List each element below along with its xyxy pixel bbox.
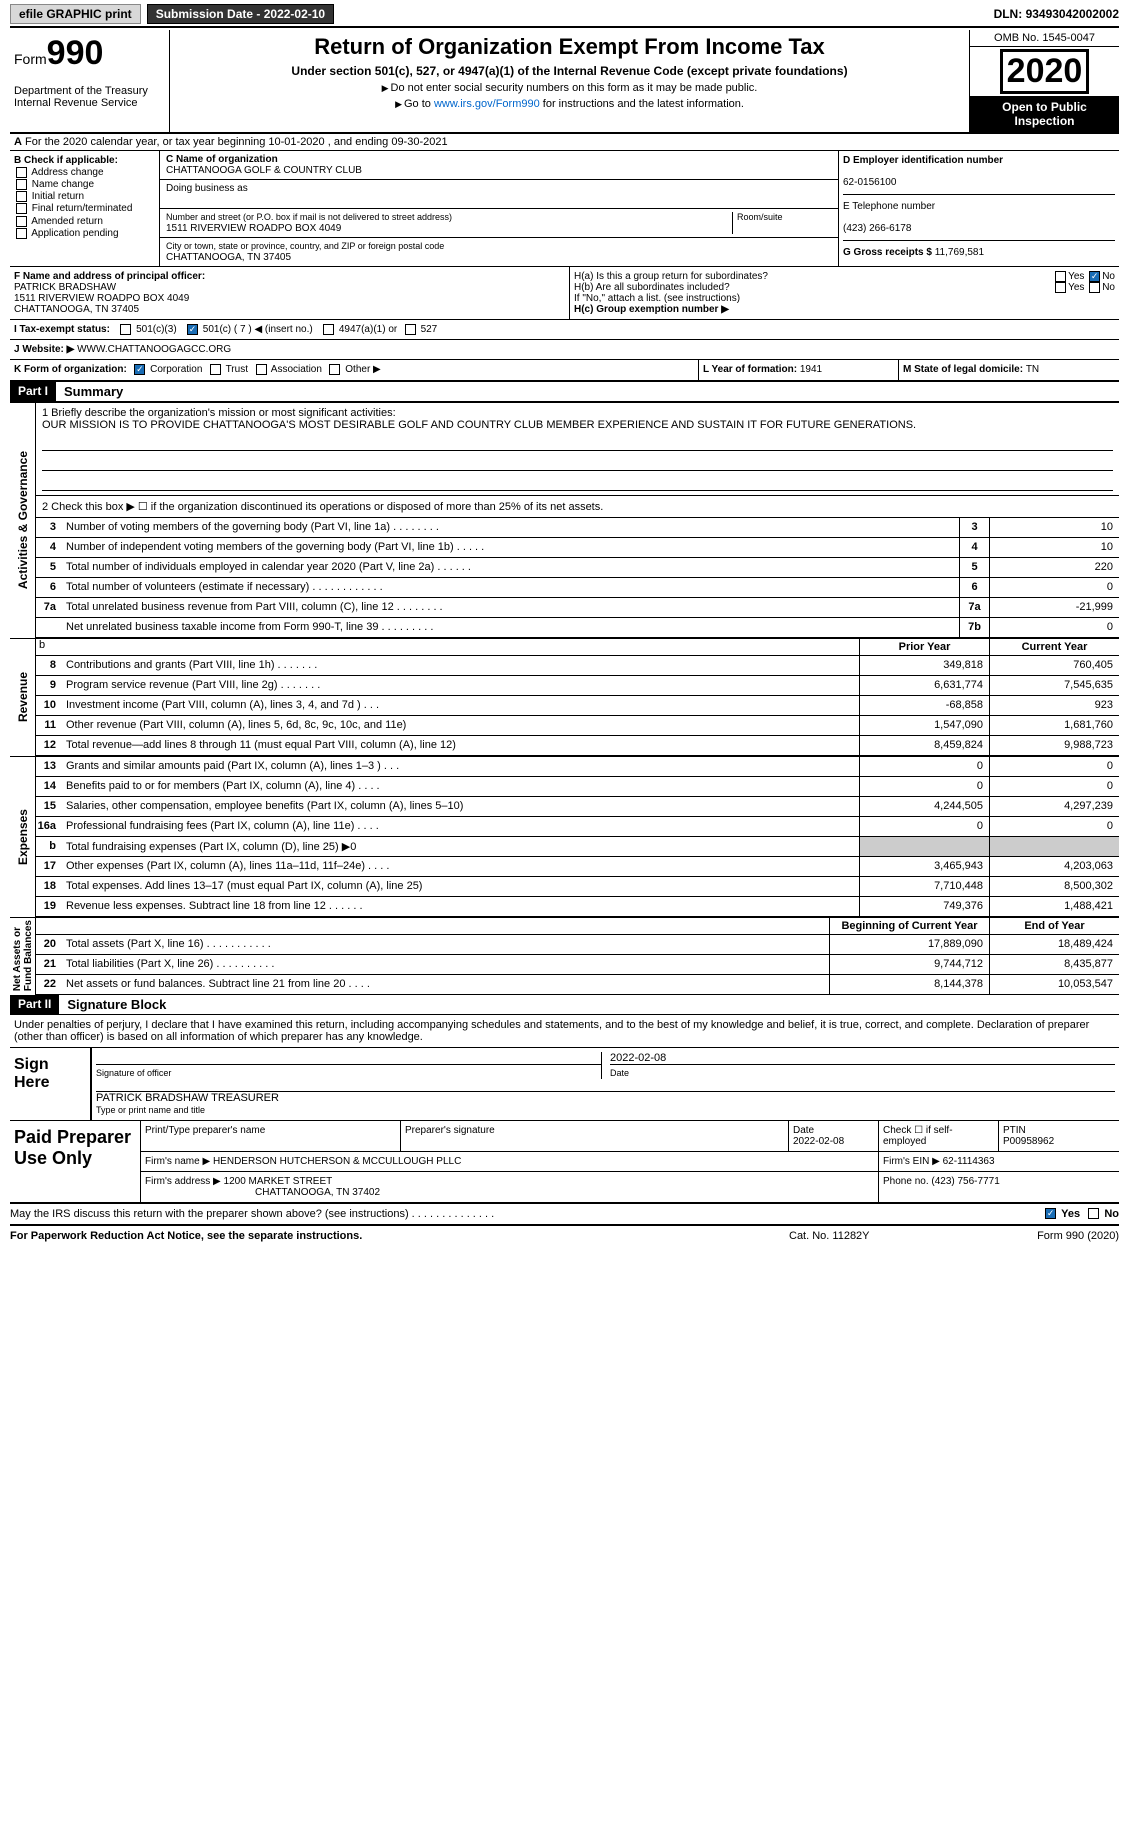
revenue-col-headers: bPrior YearCurrent Year bbox=[36, 639, 1119, 656]
line-b: bTotal fundraising expenses (Part IX, co… bbox=[36, 837, 1119, 857]
cb-address[interactable]: Address change bbox=[14, 167, 155, 178]
side-governance: Activities & Governance bbox=[10, 403, 36, 638]
state-domicile: M State of legal domicile: TN bbox=[899, 360, 1119, 379]
form-number: Form990 bbox=[14, 34, 165, 73]
line-17: 17Other expenses (Part IX, column (A), l… bbox=[36, 857, 1119, 877]
line-6: 6Total number of volunteers (estimate if… bbox=[36, 578, 1119, 598]
efile-button[interactable]: efile GRAPHIC print bbox=[10, 4, 141, 24]
group-return-block: H(a) Is this a group return for subordin… bbox=[570, 267, 1119, 319]
firm-name-row: Firm's name ▶ HENDERSON HUTCHERSON & MCC… bbox=[141, 1152, 1119, 1172]
row-a-period: A For the 2020 calendar year, or tax yea… bbox=[10, 134, 1119, 151]
part1-header: Part I Summary bbox=[10, 382, 1119, 402]
officer-signature[interactable]: Signature of officer bbox=[96, 1052, 601, 1079]
cb-initial[interactable]: Initial return bbox=[14, 191, 155, 202]
col-b-checkboxes: B Check if applicable: Address change Na… bbox=[10, 151, 160, 266]
line-8: 8Contributions and grants (Part VIII, li… bbox=[36, 656, 1119, 676]
public-inspection: Open to Public Inspection bbox=[970, 96, 1119, 132]
cb-pending[interactable]: Application pending bbox=[14, 228, 155, 239]
phone-block: E Telephone number(423) 266-6178 bbox=[843, 201, 1115, 241]
line-10: 10Investment income (Part VIII, column (… bbox=[36, 696, 1119, 716]
top-toolbar: efile GRAPHIC print Submission Date - 20… bbox=[10, 4, 1119, 24]
cb-amended[interactable]: Amended return bbox=[14, 216, 155, 227]
line-16a: 16aProfessional fundraising fees (Part I… bbox=[36, 817, 1119, 837]
form-title: Return of Organization Exempt From Incom… bbox=[174, 34, 965, 60]
side-net-assets: Net Assets or Fund Balances bbox=[10, 918, 36, 995]
line-13: 13Grants and similar amounts paid (Part … bbox=[36, 757, 1119, 777]
line-21: 21Total liabilities (Part X, line 26) . … bbox=[36, 955, 1119, 975]
side-revenue: Revenue bbox=[10, 639, 36, 756]
line-14: 14Benefits paid to or for members (Part … bbox=[36, 777, 1119, 797]
tax-year: 2020 bbox=[1000, 49, 1090, 94]
na-col-headers: Beginning of Current YearEnd of Year bbox=[36, 918, 1119, 935]
line-7a: 7aTotal unrelated business revenue from … bbox=[36, 598, 1119, 618]
line-18: 18Total expenses. Add lines 13–17 (must … bbox=[36, 877, 1119, 897]
mission-block: 1 Briefly describe the organization's mi… bbox=[36, 403, 1119, 496]
org-name-cell: C Name of organizationCHATTANOOGA GOLF &… bbox=[160, 151, 838, 180]
sig-date: 2022-02-08Date bbox=[601, 1052, 1115, 1079]
form-header: Form990 Department of the Treasury Inter… bbox=[10, 30, 1119, 134]
line-11: 11Other revenue (Part VIII, column (A), … bbox=[36, 716, 1119, 736]
cb-final[interactable]: Final return/terminated bbox=[14, 203, 155, 214]
officer-name: PATRICK BRADSHAW TREASURERType or print … bbox=[96, 1091, 1115, 1116]
address-cell: Number and street (or P.O. box if mail i… bbox=[160, 209, 838, 238]
year-formation: L Year of formation: 1941 bbox=[699, 360, 899, 379]
line-9: 9Program service revenue (Part VIII, lin… bbox=[36, 676, 1119, 696]
submission-date-button[interactable]: Submission Date - 2022-02-10 bbox=[147, 4, 334, 24]
sign-here-label: Sign Here bbox=[10, 1048, 90, 1120]
line-3: 3Number of voting members of the governi… bbox=[36, 518, 1119, 538]
dba-cell: Doing business as bbox=[160, 180, 838, 209]
line-15: 15Salaries, other compensation, employee… bbox=[36, 797, 1119, 817]
line-: Net unrelated business taxable income fr… bbox=[36, 618, 1119, 638]
line-22: 22Net assets or fund balances. Subtract … bbox=[36, 975, 1119, 995]
page-footer: For Paperwork Reduction Act Notice, see … bbox=[10, 1226, 1119, 1246]
ein-block: D Employer identification number62-01561… bbox=[843, 155, 1115, 195]
officer-block: F Name and address of principal officer:… bbox=[10, 267, 570, 319]
preparer-name-row: Print/Type preparer's name Preparer's si… bbox=[141, 1121, 1119, 1152]
note-ssn: Do not enter social security numbers on … bbox=[174, 82, 965, 94]
line-2: 2 Check this box ▶ ☐ if the organization… bbox=[36, 496, 1119, 518]
omb-number: OMB No. 1545-0047 bbox=[970, 30, 1119, 47]
note-link: Go to www.irs.gov/Form990 for instructio… bbox=[174, 98, 965, 110]
dln-text: DLN: 93493042002002 bbox=[994, 7, 1119, 21]
website-row: J Website: ▶ WWW.CHATTANOOGAGCC.ORG bbox=[10, 340, 1119, 360]
dept-text: Department of the Treasury Internal Reve… bbox=[14, 85, 165, 109]
irs-link[interactable]: www.irs.gov/Form990 bbox=[434, 98, 540, 110]
side-expenses: Expenses bbox=[10, 757, 36, 917]
line-4: 4Number of independent voting members of… bbox=[36, 538, 1119, 558]
cb-name[interactable]: Name change bbox=[14, 179, 155, 190]
discuss-row: May the IRS discuss this return with the… bbox=[10, 1204, 1119, 1226]
form-subtitle: Under section 501(c), 527, or 4947(a)(1)… bbox=[174, 64, 965, 78]
firm-addr-row: Firm's address ▶ 1200 MARKET STREETCHATT… bbox=[141, 1172, 1119, 1202]
paid-preparer-label: Paid Preparer Use Only bbox=[10, 1121, 140, 1202]
form-of-org: K Form of organization: Corporation Trus… bbox=[10, 360, 699, 379]
declaration-text: Under penalties of perjury, I declare th… bbox=[10, 1015, 1119, 1047]
line-20: 20Total assets (Part X, line 16) . . . .… bbox=[36, 935, 1119, 955]
gross-receipts: G Gross receipts $ 11,769,581 bbox=[843, 247, 1115, 258]
line-12: 12Total revenue—add lines 8 through 11 (… bbox=[36, 736, 1119, 756]
line-5: 5Total number of individuals employed in… bbox=[36, 558, 1119, 578]
city-cell: City or town, state or province, country… bbox=[160, 238, 838, 266]
tax-exempt-row: I Tax-exempt status: 501(c)(3) 501(c) ( … bbox=[10, 320, 1119, 340]
line-19: 19Revenue less expenses. Subtract line 1… bbox=[36, 897, 1119, 917]
part2-header: Part II Signature Block bbox=[10, 995, 1119, 1015]
